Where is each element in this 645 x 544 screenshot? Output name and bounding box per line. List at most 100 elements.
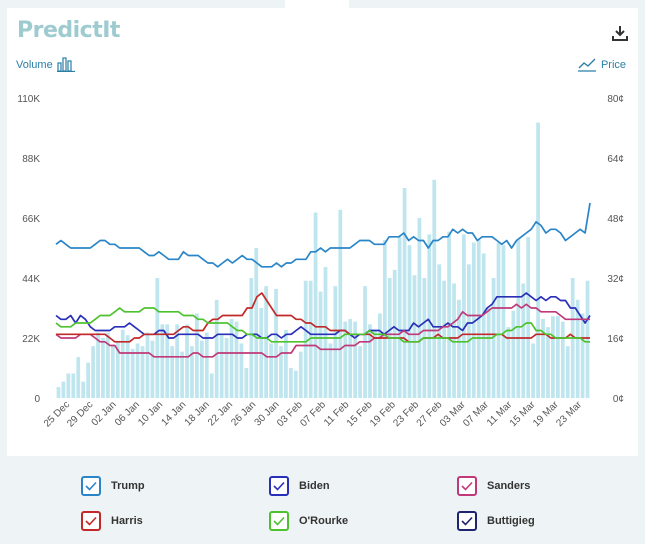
volume-bar bbox=[471, 242, 476, 398]
legend-label: Biden bbox=[299, 480, 330, 492]
series-line-orourke bbox=[55, 307, 590, 343]
volume-bar bbox=[491, 278, 496, 398]
volume-bar bbox=[437, 264, 442, 398]
volume-bar bbox=[195, 313, 199, 398]
check-icon bbox=[273, 516, 285, 526]
volume-bar bbox=[140, 346, 145, 398]
volume-bar bbox=[466, 264, 471, 398]
left-tick-label: 110K bbox=[17, 94, 40, 105]
checkbox[interactable] bbox=[457, 511, 477, 531]
volume-bar bbox=[486, 308, 491, 398]
download-icon[interactable] bbox=[611, 24, 629, 42]
volume-bar bbox=[264, 286, 269, 398]
checkbox[interactable] bbox=[269, 511, 289, 531]
volume-bar bbox=[348, 318, 353, 398]
volume-bar bbox=[135, 343, 140, 398]
volume-bar bbox=[481, 253, 486, 398]
x-tick-label: 06 Jan bbox=[113, 399, 142, 428]
volume-bar bbox=[219, 335, 224, 398]
line-chart-icon bbox=[577, 58, 596, 72]
volume-bar bbox=[541, 318, 545, 398]
volume-bar bbox=[358, 346, 362, 398]
volume-bar bbox=[115, 340, 120, 398]
volume-bar bbox=[442, 280, 447, 398]
legend-item-orourke[interactable]: O'Rourke bbox=[269, 511, 348, 531]
check-icon bbox=[273, 481, 285, 491]
volume-bar bbox=[551, 316, 555, 398]
volume-bar bbox=[214, 299, 219, 398]
volume-bar bbox=[81, 381, 86, 398]
volume-bar bbox=[447, 231, 451, 398]
legend-item-trump[interactable]: Trump bbox=[81, 476, 145, 496]
volume-bar bbox=[279, 346, 283, 398]
volume-bar bbox=[397, 237, 402, 398]
x-tick-label: 07 Mar bbox=[461, 399, 491, 429]
right-tick-label: 16¢ bbox=[607, 334, 624, 345]
checkbox[interactable] bbox=[81, 511, 101, 531]
volume-bar bbox=[521, 283, 526, 398]
check-icon bbox=[85, 516, 97, 526]
volume-bar bbox=[318, 291, 323, 398]
series-line-sanders bbox=[55, 303, 590, 358]
left-tick-label: 22K bbox=[22, 334, 40, 345]
left-tick-label: 88K bbox=[22, 154, 40, 165]
volume-bar bbox=[555, 316, 560, 398]
right-tick-label: 0¢ bbox=[613, 394, 624, 405]
volume-bar bbox=[328, 343, 333, 398]
right-tick-label: 80¢ bbox=[607, 94, 624, 105]
volume-bar bbox=[575, 299, 580, 398]
checkbox[interactable] bbox=[269, 476, 289, 496]
left-tick-label: 0 bbox=[34, 394, 40, 405]
volume-bar bbox=[209, 373, 214, 398]
volume-bar bbox=[239, 343, 244, 398]
volume-bar bbox=[254, 248, 259, 398]
volume-bar bbox=[288, 368, 293, 398]
volume-bar bbox=[284, 329, 288, 398]
check-icon bbox=[461, 516, 473, 526]
price-axis-label: Price bbox=[577, 57, 626, 72]
checkbox[interactable] bbox=[81, 476, 101, 496]
left-tick-label: 66K bbox=[22, 214, 40, 225]
x-tick-label: 02 Jan bbox=[90, 399, 119, 428]
legend-label: Harris bbox=[111, 515, 143, 527]
x-tick-label: 23 Mar bbox=[554, 399, 584, 429]
volume-bar bbox=[165, 324, 170, 398]
volume-bar bbox=[204, 332, 209, 398]
volume-bar bbox=[412, 275, 417, 398]
volume-bar bbox=[501, 245, 506, 398]
volume-bar bbox=[432, 179, 437, 398]
volume-bar bbox=[526, 237, 531, 398]
price-label: Price bbox=[600, 58, 626, 71]
legend-item-harris[interactable]: Harris bbox=[81, 511, 143, 531]
volume-bar bbox=[110, 346, 115, 398]
volume-bar bbox=[224, 338, 229, 398]
volume-label: Volume bbox=[16, 58, 53, 71]
volume-bar bbox=[516, 239, 521, 398]
volume-bar bbox=[496, 242, 501, 398]
volume-bar bbox=[234, 321, 239, 398]
legend-item-buttigieg[interactable]: Buttigieg bbox=[457, 511, 535, 531]
series-line-trump bbox=[55, 202, 591, 268]
volume-bar bbox=[417, 218, 422, 398]
volume-bar bbox=[160, 324, 165, 398]
volume-bar bbox=[96, 332, 100, 398]
x-tick-label: 22 Jan bbox=[206, 399, 235, 428]
volume-bar bbox=[565, 346, 570, 398]
legend-label: Sanders bbox=[487, 480, 531, 492]
volume-bar bbox=[308, 280, 313, 398]
checkbox[interactable] bbox=[457, 476, 477, 496]
volume-bar bbox=[244, 368, 249, 398]
volume-bar bbox=[185, 324, 189, 398]
volume-bar bbox=[56, 387, 61, 398]
legend-item-sanders[interactable]: Sanders bbox=[457, 476, 530, 496]
volume-bar bbox=[150, 340, 155, 398]
volume-bar bbox=[199, 340, 204, 398]
volume-bar bbox=[377, 313, 382, 398]
legend-item-biden[interactable]: Biden bbox=[269, 476, 330, 496]
legend-label: Buttigieg bbox=[487, 515, 535, 527]
volume-bar bbox=[303, 280, 308, 398]
volume-bar bbox=[427, 234, 432, 398]
top-tab-strip bbox=[285, 0, 349, 8]
x-tick-label: 18 Jan bbox=[183, 399, 212, 428]
